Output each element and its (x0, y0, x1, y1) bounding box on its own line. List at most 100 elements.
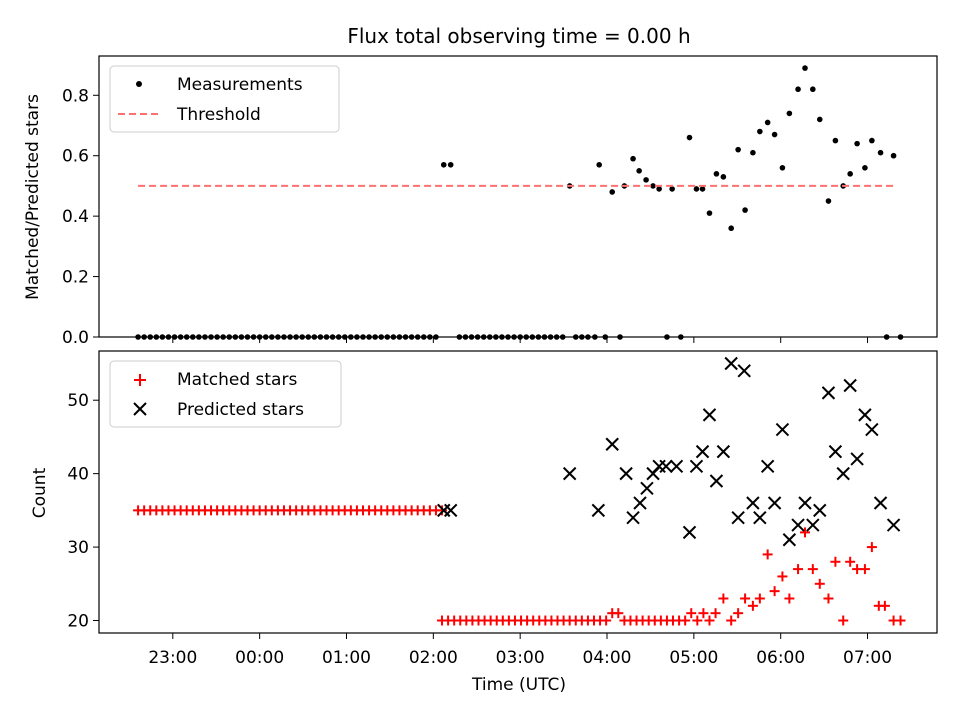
matched-star-point (777, 571, 788, 582)
measurement-point (669, 186, 675, 192)
matched-star-point (726, 615, 737, 626)
ytick-label: 20 (67, 612, 89, 632)
measurement-point (816, 116, 823, 123)
matched-star-point (718, 593, 729, 604)
measurement-point (757, 128, 763, 135)
measurement-point (802, 65, 808, 71)
predicted-star-point (828, 444, 843, 459)
predicted-star-point (760, 459, 775, 474)
matched-star-point (704, 615, 715, 626)
legend-predicted-label: Predicted stars (177, 400, 304, 420)
predicted-star-point (737, 364, 751, 378)
measurement-point (706, 210, 713, 216)
measurement-point (720, 174, 727, 180)
matched-star-point (747, 600, 758, 611)
predicted-star-point (798, 496, 812, 510)
bottom-axes-frame (98, 350, 938, 634)
predicted-star-stroke-b (633, 496, 647, 510)
predicted-star-stroke-b (858, 408, 872, 422)
predicted-star-point (626, 510, 640, 525)
predicted-star-point (709, 474, 724, 488)
predicted-star-stroke-b (605, 437, 619, 451)
predicted-star-point (640, 481, 654, 496)
measurement-point (825, 198, 832, 204)
predicted-star-point (850, 452, 864, 466)
predicted-star-stroke-b (850, 452, 864, 466)
predicted-star-point (843, 378, 857, 393)
predicted-star-stroke-b (836, 466, 850, 481)
measurement-point (630, 155, 636, 162)
matched-star-point (762, 549, 773, 560)
matched-star-point (793, 564, 804, 575)
measurement-point (869, 137, 875, 144)
bottom-yaxis-ticks: 20 30 40 50 (67, 391, 99, 632)
predicted-star-stroke-b (724, 356, 738, 371)
predicted-star-stroke-b (828, 444, 843, 459)
matched-star-point (845, 556, 856, 567)
measurement-point (750, 149, 756, 156)
predicted-star-point (746, 496, 760, 510)
predicted-star-stroke-b (798, 496, 812, 510)
matched-star-point (686, 608, 697, 619)
predicted-star-stroke-b (821, 386, 836, 400)
matched-star-point (800, 527, 811, 538)
predicted-star-stroke-b (865, 422, 879, 437)
ytick-label: 0.6 (62, 147, 89, 167)
measurement-point (795, 86, 801, 93)
ytick-label: 0.2 (62, 268, 89, 288)
predicted-star-stroke-b (682, 525, 697, 540)
bottom-plot-area (133, 356, 906, 626)
measurement-point (686, 134, 693, 141)
measurement-point (735, 146, 741, 153)
matched-star-point (601, 615, 612, 626)
matched-star-point (838, 615, 849, 626)
predicted-star-point (689, 459, 704, 474)
predicted-star-stroke-b (626, 510, 640, 525)
predicted-star-point (753, 510, 767, 525)
predicted-star-stroke-b (591, 503, 606, 518)
predicted-star-point (791, 518, 805, 532)
predicted-star-stroke-b (806, 518, 820, 532)
predicted-star-point (682, 525, 697, 540)
predicted-star-stroke-b (619, 466, 633, 481)
predicted-star-point (633, 496, 647, 510)
matched-star-point (814, 578, 825, 589)
ytick-label: 30 (67, 538, 89, 558)
predicted-star-stroke-b (791, 518, 805, 532)
top-panel: 0.00.20.40.60.8 Matched/Predicted stars … (23, 55, 938, 348)
top-yaxis-ticks: 0.0 0.2 0.4 0.6 0.8 (62, 86, 99, 348)
ytick-label: 0.8 (62, 86, 89, 106)
measurement-point (847, 171, 853, 177)
predicted-star-stroke-b (782, 533, 797, 547)
legend-threshold-label: Threshold (176, 105, 261, 125)
measurement-point (771, 131, 778, 138)
predicted-star-point (767, 496, 782, 510)
predicted-star-point (669, 459, 684, 474)
predicted-star-point (619, 466, 633, 481)
predicted-star-point (716, 444, 731, 459)
xtick-label: 05:00 (669, 648, 718, 668)
predicted-star-stroke-b (760, 459, 775, 474)
matched-star-point (680, 615, 691, 626)
predicted-star-point (873, 496, 888, 510)
xtick-label: 23:00 (148, 648, 197, 668)
measurement-point (890, 152, 897, 159)
predicted-star-point (886, 518, 901, 532)
bottom-ylabel: Count (30, 467, 50, 518)
matched-star-point (740, 593, 751, 604)
predicted-star-stroke-b (702, 408, 717, 422)
measurement-point (609, 189, 616, 195)
matched-star-point (733, 608, 744, 619)
measurement-point (728, 225, 734, 232)
bottom-legend: Matched stars Predicted stars (109, 360, 342, 428)
measurement-point (699, 186, 706, 192)
measurement-point (832, 137, 839, 144)
predicted-star-point (806, 518, 820, 532)
predicted-star-stroke-b (767, 496, 782, 510)
measurement-point (650, 183, 656, 189)
predicted-star-point (702, 408, 717, 422)
predicted-star-point (775, 422, 790, 437)
matched-star-point (613, 608, 624, 619)
legend-measurements-label: Measurements (177, 75, 303, 95)
predicted-star-stroke-b (886, 518, 901, 532)
